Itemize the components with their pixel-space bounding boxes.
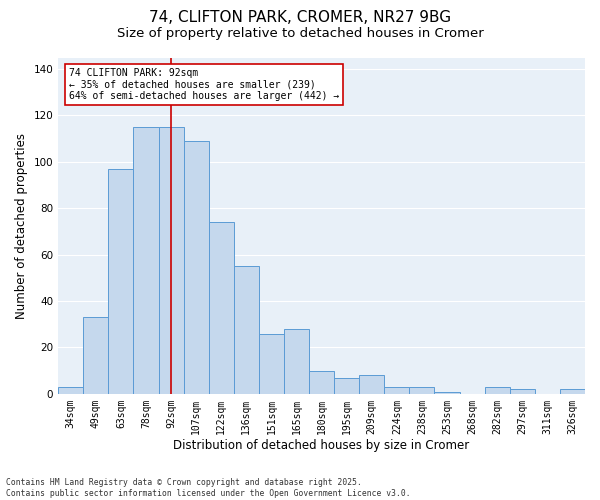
Bar [83,318,109,394]
Bar [359,376,385,394]
Y-axis label: Number of detached properties: Number of detached properties [15,132,28,318]
Bar [58,387,83,394]
Text: Size of property relative to detached houses in Cromer: Size of property relative to detached ho… [116,28,484,40]
Text: 74, CLIFTON PARK, CROMER, NR27 9BG: 74, CLIFTON PARK, CROMER, NR27 9BG [149,10,451,25]
Text: 74 CLIFTON PARK: 92sqm
← 35% of detached houses are smaller (239)
64% of semi-de: 74 CLIFTON PARK: 92sqm ← 35% of detached… [69,68,339,101]
Bar [434,392,460,394]
Bar [158,127,184,394]
Bar [409,387,434,394]
Bar [334,378,359,394]
Bar [209,222,234,394]
Bar [485,387,510,394]
Bar [184,141,209,394]
Bar [309,370,334,394]
Bar [259,334,284,394]
Bar [385,387,409,394]
Bar [560,389,585,394]
Bar [510,389,535,394]
Bar [284,329,309,394]
Text: Contains HM Land Registry data © Crown copyright and database right 2025.
Contai: Contains HM Land Registry data © Crown c… [6,478,410,498]
X-axis label: Distribution of detached houses by size in Cromer: Distribution of detached houses by size … [173,440,470,452]
Bar [234,266,259,394]
Bar [109,169,133,394]
Bar [133,127,158,394]
